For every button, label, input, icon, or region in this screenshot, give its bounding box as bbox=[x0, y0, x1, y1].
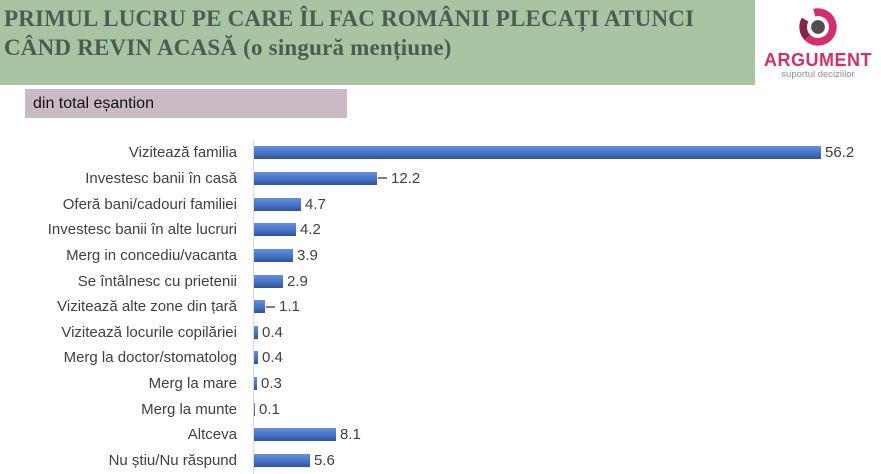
chart-rows: Vizitează familia 56.2 Investesc banii în … bbox=[0, 140, 881, 473]
chart-row: Merg la mare 0.3 bbox=[0, 371, 881, 397]
bar-zone: 4.7 bbox=[254, 196, 326, 213]
chart-row: Oferă bani/cadouri familiei 4.7 bbox=[0, 191, 881, 217]
bar bbox=[254, 146, 821, 160]
logo-brand-text: ARGUMENT bbox=[764, 50, 872, 70]
bar-zone: 2.9 bbox=[254, 273, 308, 290]
chart-row: Merg la doctor/stomatolog 0.4 bbox=[0, 345, 881, 371]
bar-zone: 5.6 bbox=[254, 452, 335, 469]
value-label: 0.4 bbox=[262, 349, 283, 367]
category-label: Oferă bani/cadouri familiei bbox=[62, 195, 237, 213]
category-label: Merg la mare bbox=[148, 375, 237, 393]
value-label: 8.1 bbox=[340, 426, 361, 444]
category-label: Vizitează locurile copilăriei bbox=[61, 323, 237, 341]
bar-zone: 0.1 bbox=[254, 401, 280, 418]
chart-row: Merg la munte 0.1 bbox=[0, 396, 881, 422]
category-label: Merg in concediu/vacanta bbox=[66, 246, 237, 264]
chart-row: Investesc banii în alte lucruri 4.2 bbox=[0, 217, 881, 243]
category-label: Vizitează familia bbox=[128, 144, 237, 162]
bar bbox=[254, 351, 258, 365]
bar-zone: 0.4 bbox=[254, 324, 283, 341]
chart-row: Vizitează familia 56.2 bbox=[0, 140, 881, 166]
category-axis-line bbox=[253, 140, 254, 474]
category-label: Nu știu/Nu răspund bbox=[108, 452, 237, 469]
bar bbox=[254, 325, 258, 339]
value-label: 5.6 bbox=[314, 452, 335, 469]
category-label: Vizitează alte zone din țară bbox=[57, 298, 237, 316]
value-label: 2.9 bbox=[287, 272, 308, 290]
value-label: 4.7 bbox=[305, 195, 326, 213]
value-label: 3.9 bbox=[297, 246, 318, 264]
bar-zone: 3.9 bbox=[254, 247, 318, 264]
value-label: 56.2 bbox=[825, 144, 855, 162]
category-label: Merg la doctor/stomatolog bbox=[63, 349, 237, 367]
category-label: Altceva bbox=[187, 426, 237, 444]
value-label: 0.1 bbox=[259, 400, 280, 418]
bar-zone: 4.2 bbox=[254, 221, 321, 238]
bar-chart: Vizitează familia 56.2 Investesc banii în … bbox=[0, 140, 881, 474]
value-label: 1.1 bbox=[279, 298, 300, 316]
category-label: Se întâlnesc cu prietenii bbox=[77, 272, 237, 290]
chart-row: Altceva 8.1 bbox=[0, 422, 881, 448]
leader-line bbox=[378, 177, 387, 180]
bar bbox=[254, 454, 310, 467]
value-label: 12.2 bbox=[391, 169, 421, 187]
bar-zone: 12.2 bbox=[254, 170, 420, 187]
bar-zone: 56.2 bbox=[254, 144, 854, 161]
chart-row: Vizitează locurile copilăriei 0.4 bbox=[0, 319, 881, 345]
bar bbox=[254, 171, 377, 185]
chart-row: Se întâlnesc cu prietenii 2.9 bbox=[0, 268, 881, 294]
sample-scope-label: din total eșantion bbox=[33, 94, 154, 112]
bar bbox=[254, 248, 293, 262]
chart-row: Vizitează alte zone din țară 1.1 bbox=[0, 294, 881, 320]
leader-line bbox=[266, 305, 275, 308]
argument-swirl-ring-icon bbox=[799, 8, 837, 46]
chart-row: Merg in concediu/vacanta 3.9 bbox=[0, 243, 881, 269]
value-label: 4.2 bbox=[300, 221, 321, 239]
bar-zone: 0.4 bbox=[254, 349, 283, 366]
bar bbox=[254, 223, 296, 237]
bar bbox=[254, 402, 255, 416]
category-label: Merg la munte bbox=[141, 400, 237, 418]
value-label: 0.4 bbox=[262, 323, 283, 341]
page-title: PRIMUL LUCRU PE CARE ÎL FAC ROMÂNII PLEC… bbox=[4, 6, 695, 60]
bar-zone: 0.3 bbox=[254, 375, 282, 392]
value-label: 0.3 bbox=[261, 375, 282, 393]
category-label: Investesc banii în casă bbox=[85, 169, 237, 187]
chart-row: Investesc banii în casă 12.2 bbox=[0, 166, 881, 192]
title-band: PRIMUL LUCRU PE CARE ÎL FAC ROMÂNII PLEC… bbox=[0, 0, 755, 85]
category-label: Investesc banii în alte lucruri bbox=[47, 221, 237, 239]
bar bbox=[254, 377, 257, 391]
bar bbox=[254, 274, 283, 288]
bar bbox=[254, 428, 336, 442]
chart-row: Nu știu/Nu răspund 5.6 bbox=[0, 448, 881, 474]
argument-logo: ARGUMENT suportul deciziilor bbox=[755, 0, 881, 85]
bar bbox=[254, 300, 265, 314]
bar-zone: 8.1 bbox=[254, 426, 361, 443]
sample-scope-badge: din total eșantion bbox=[25, 89, 347, 118]
bar-zone: 1.1 bbox=[254, 298, 300, 315]
bar bbox=[254, 197, 301, 211]
logo-tagline: suportul deciziilor bbox=[781, 69, 855, 80]
